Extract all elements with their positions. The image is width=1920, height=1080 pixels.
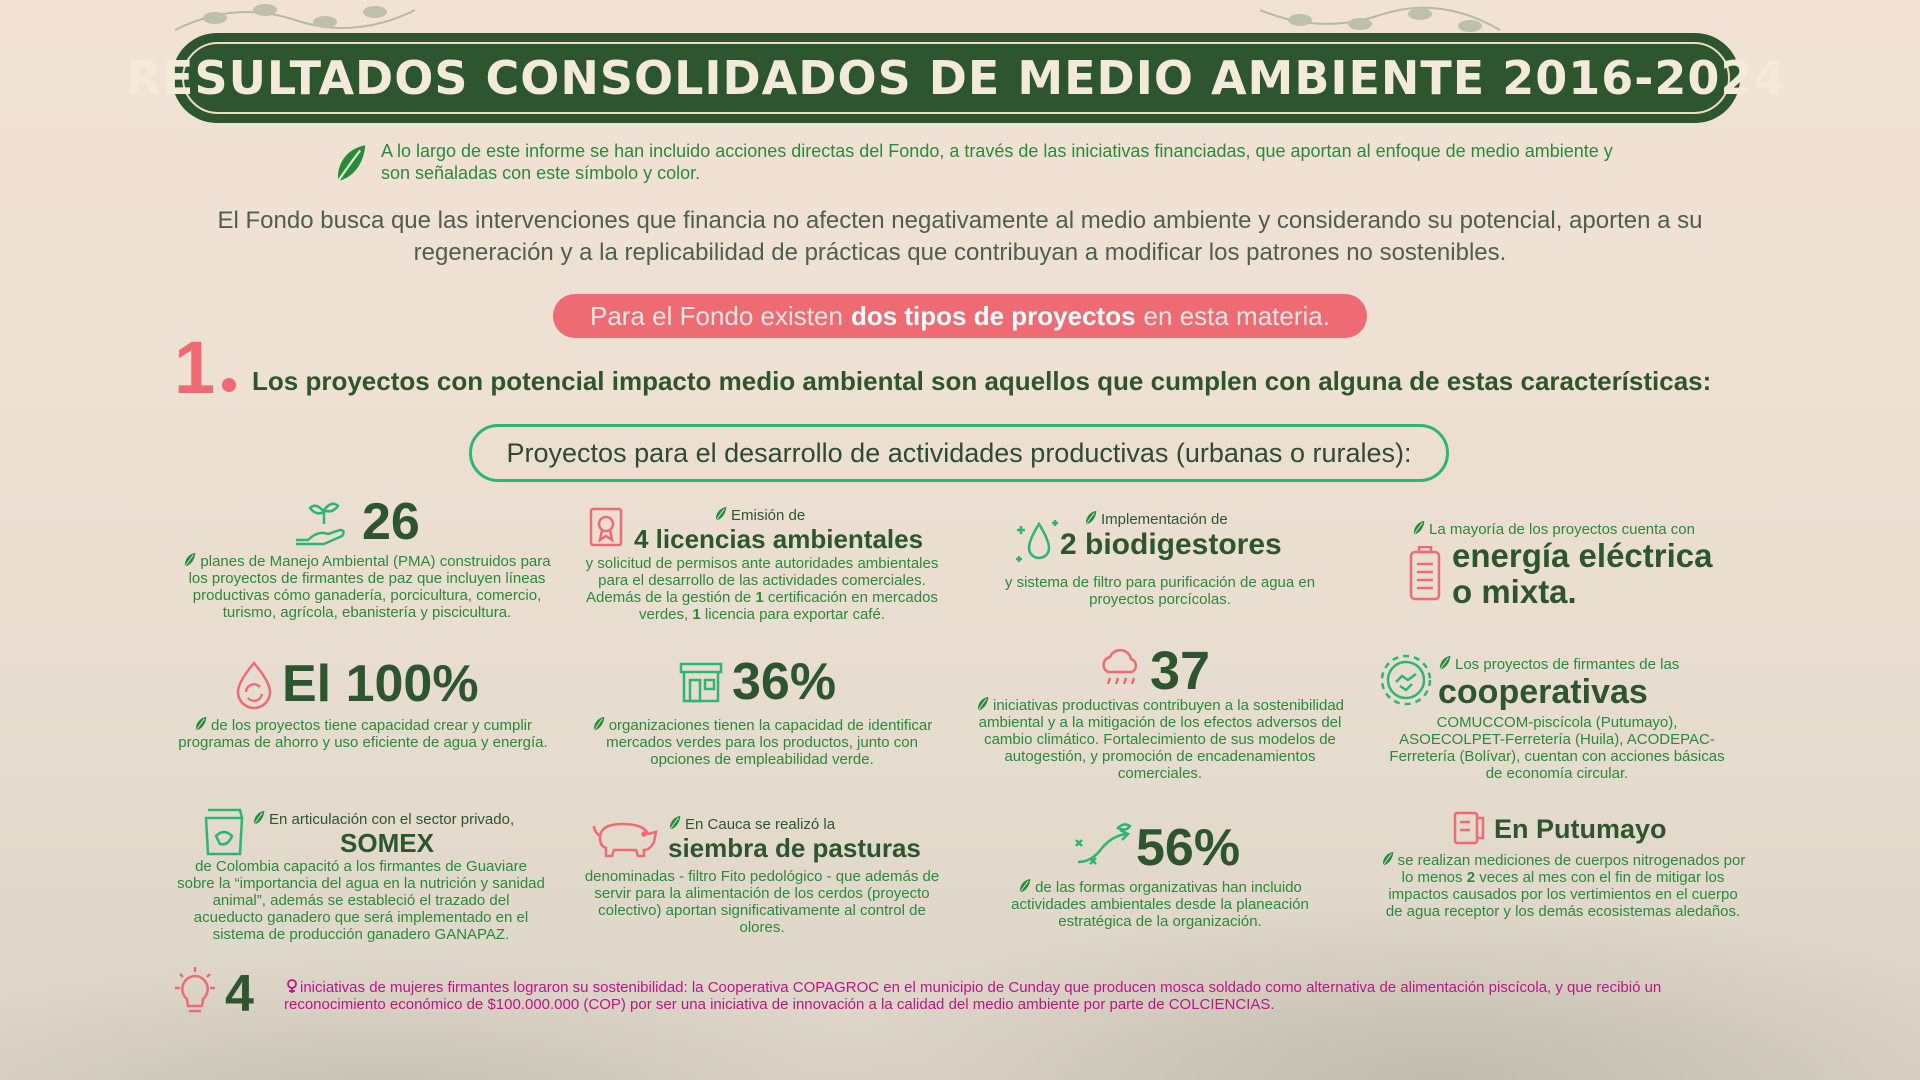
pasturas-pre: En Cauca se realizó la [685,816,836,833]
battery-icon [1409,546,1441,601]
section-number-dot [222,378,236,392]
section-subheading: Proyectos para el desarrollo de activida… [469,424,1449,482]
pasturas-text: denominadas - filtro Fito pedológico - q… [584,868,940,936]
growth-arrow-icon [1075,823,1132,865]
leaf-icon [1018,878,1031,894]
store-icon [679,662,723,703]
water-drop-sparkle-icon [1016,520,1058,562]
footer-text: iniciativas de mujeres firmantes lograro… [284,979,1662,1013]
symbol-note: A lo largo de este informe se han inclui… [333,140,1633,186]
licencias-pre: Emisión de [731,507,806,524]
pasturas-title: siembra de pasturas [668,833,921,863]
energia-title-line2: o mixta. [1452,573,1577,610]
cooperativas-pre: Los proyectos de firmantes de las [1455,656,1680,673]
pasturas-header: En Cauca se realizó la siembra de pastur… [668,815,968,864]
lightbulb-icon [175,967,215,1013]
pma-text: planes de Manejo Ambiental (PMA) constru… [188,553,551,621]
footer-card: iniciativas de mujeres firmantes lograro… [284,978,1754,1013]
biodigestores-header: Implementación de 2 biodigestores [1060,510,1300,562]
formas-text: de las formas organizativas han incluido… [1011,879,1309,930]
agua-text: de los proyectos tiene capacidad crear y… [178,717,548,751]
formas-title: 56% [1136,819,1241,877]
leaf-icon [194,716,207,732]
pill-pre: Para el Fondo existen [590,300,843,331]
leaf-icon [714,506,727,522]
leaf-icon [976,696,989,712]
licencias-n2: 1 [692,606,701,623]
licencias-text2: certificación en mercados verdes, [639,589,938,623]
clima-text: iniciativas productivas contribuyen a la… [978,697,1345,782]
clima-card: iniciativas productivas contribuyen a la… [970,696,1350,782]
putumayo-text2: veces al mes con el fin de mitigar los i… [1385,869,1741,920]
biodigestores-text: y sistema de filtro para purificación de… [1004,574,1316,608]
somex-pre-line: En articulación con el sector privado, [252,810,552,828]
section-number: 1 [174,326,216,409]
energia-pre: La mayoría de los proyectos cuenta con [1429,521,1695,538]
water-drop-cycle-icon [236,661,272,710]
hand-plant-icon [296,502,345,546]
section-heading: Los proyectos con potencial impacto medi… [252,366,1712,396]
somex-text: de Colombia capacitó a los firmantes de … [177,858,545,943]
licencias-header: Emisión de 4 licencias ambientales [634,506,934,555]
leaf-icon [668,815,681,831]
cloud-rain-icon [1102,648,1138,685]
leaf-icon [1412,520,1425,536]
leaf-ornament-right [1260,6,1500,32]
biodigestores-pre: Implementación de [1101,511,1228,528]
leaf-icon [333,142,367,186]
pma-card: planes de Manejo Ambiental (PMA) constru… [182,552,552,621]
mercados-title: 36% [732,653,837,711]
title-banner-border [182,42,1730,114]
leaf-ornament-left [175,4,415,31]
pill-bold: dos tipos de proyectos [850,300,1136,331]
cooperativas-header: Los proyectos de firmantes de las cooper… [1438,655,1738,712]
project-types-pill: Para el Fondo existen dos tipos de proye… [553,294,1367,338]
energia-title: energía eléctrica o mixta. [1452,538,1713,610]
feed-bag-icon [204,808,244,856]
putumayo-text1: se realizan mediciones de cuerpos nitrog… [1397,852,1746,886]
pma-number: 26 [362,493,420,551]
licencias-title: 4 licencias ambientales [634,524,924,554]
licencias-text3: licencia para exportar café. [704,606,885,623]
cooperativas-text: COMUCCOM-piscícola (Putumayo), ASOECOLPE… [1389,714,1725,782]
leaf-icon [252,810,265,826]
page-title: RESULTADOS CONSOLIDADOS DE MEDIO AMBIENT… [125,51,1787,105]
footer-number: 4 [225,965,254,1023]
putumayo-title: En Putumayo [1494,814,1667,844]
somex-pre: En articulación con el sector privado, [269,811,515,828]
licencias-text1: y solicitud de permisos ante autoridades… [585,555,939,606]
certificate-icon [589,507,623,547]
energia-pre-line: La mayoría de los proyectos cuenta con [1412,520,1712,538]
agua-title: El 100% [282,655,479,713]
putumayo-n: 2 [1466,869,1476,886]
intro-paragraph: El Fondo busca que las intervenciones qu… [217,207,1703,266]
licencias-n1: 1 [755,589,764,606]
leaf-icon [592,716,605,732]
title-banner: RESULTADOS CONSOLIDADOS DE MEDIO AMBIENT… [126,33,1785,123]
pill-post: en esta materia. [1143,300,1330,331]
licencias-card: y solicitud de permisos ante autoridades… [582,555,942,623]
biodigestores-title: 2 biodigestores [1060,528,1282,561]
clima-title: 37 [1150,641,1211,701]
female-leaf-icon [284,978,300,994]
putumayo-card: se realizan mediciones de cuerpos nitrog… [1378,851,1748,920]
agua-card: de los proyectos tiene capacidad crear y… [178,716,548,751]
leaf-icon [183,552,196,568]
somex-title: SOMEX [340,828,434,858]
lab-container-icon [1453,811,1485,845]
energia-title-line1: energía eléctrica [1452,537,1713,574]
symbol-note-text: A lo largo de este informe se han inclui… [381,141,1613,183]
leaf-icon [1438,655,1451,671]
leaf-icon [1381,851,1394,867]
cooperativas-title: cooperativas [1438,673,1648,711]
pig-icon [592,822,658,858]
leaf-icon [1084,510,1097,526]
formas-card: de las formas organizativas han incluido… [1000,878,1320,930]
mercados-card: organizaciones tienen la capacidad de id… [582,716,942,768]
gear-handshake-icon [1380,654,1432,706]
mercados-text: organizaciones tienen la capacidad de id… [606,717,933,768]
